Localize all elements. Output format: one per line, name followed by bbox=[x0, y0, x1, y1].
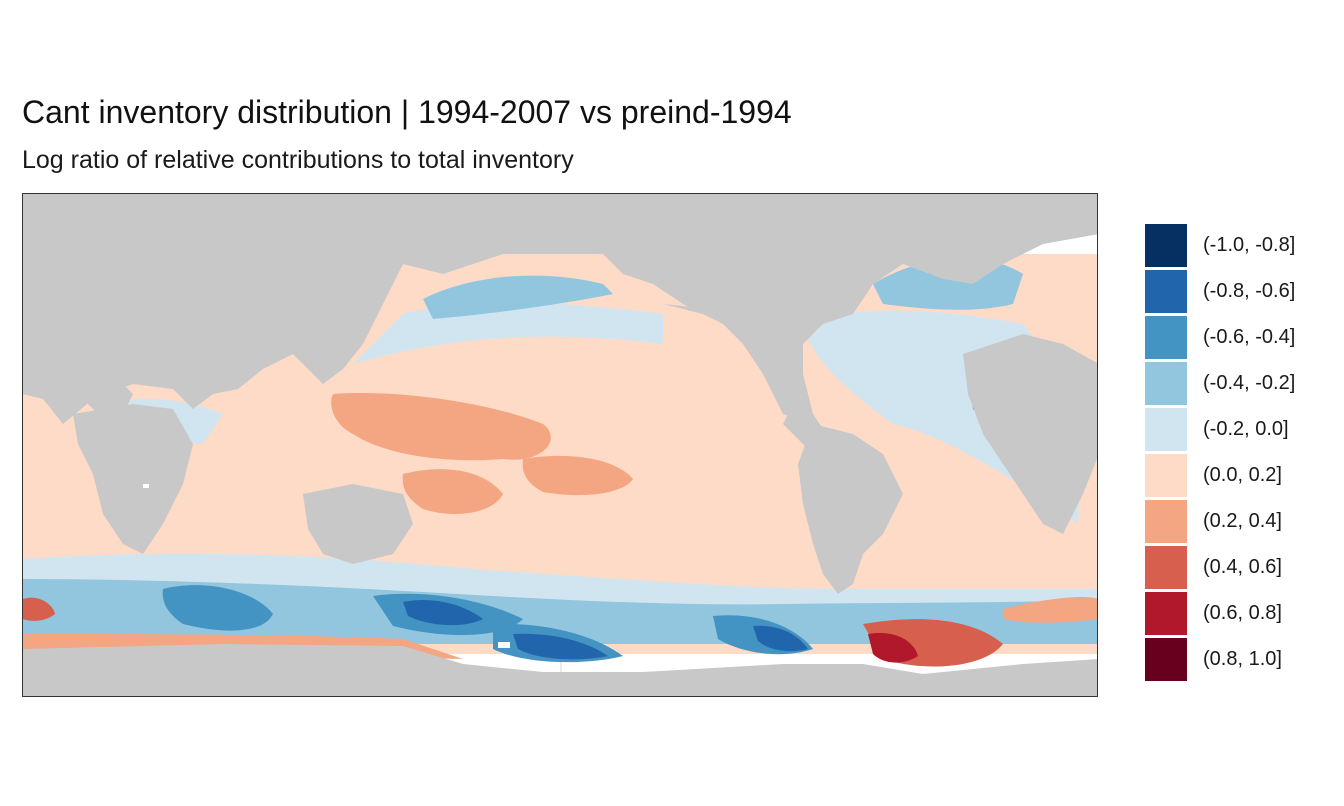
land-north-america-main bbox=[583, 194, 1097, 424]
coast-fleck-2 bbox=[143, 484, 149, 488]
land-africa-main bbox=[963, 334, 1097, 534]
southern-ocean-blue-patch-1 bbox=[162, 585, 273, 631]
legend-label: (-0.8, -0.6] bbox=[1203, 280, 1296, 302]
legend-label: (-0.4, -0.2] bbox=[1203, 372, 1296, 394]
legend-label: (0.4, 0.6] bbox=[1203, 556, 1282, 578]
legend-key-swatch bbox=[1145, 362, 1187, 405]
southwest-red-patch bbox=[23, 597, 55, 621]
south-atlantic-red-band bbox=[1003, 597, 1097, 623]
world-map bbox=[23, 194, 1097, 696]
land-australia bbox=[303, 484, 413, 564]
land-south-america bbox=[798, 424, 903, 594]
north-pacific-salmon-patch bbox=[331, 393, 551, 461]
land-africa bbox=[73, 404, 193, 554]
southern-ocean-medium-blue bbox=[23, 579, 1097, 644]
land-antarctica bbox=[23, 644, 1097, 696]
legend-label: (-0.6, -0.4] bbox=[1203, 326, 1296, 348]
legend-key-swatch bbox=[1145, 224, 1187, 267]
southern-ocean-dark-blue-2 bbox=[513, 633, 608, 660]
legend-key-swatch bbox=[1145, 546, 1187, 589]
legend-key-swatch bbox=[1145, 316, 1187, 359]
southern-ocean-dark-blue-1 bbox=[403, 599, 483, 626]
legend-key-swatch bbox=[1145, 408, 1187, 451]
chart-subtitle: Log ratio of relative contributions to t… bbox=[22, 146, 574, 174]
legend-label: (0.2, 0.4] bbox=[1203, 510, 1282, 532]
legend-key-swatch bbox=[1145, 592, 1187, 635]
legend-key-swatch bbox=[1145, 638, 1187, 681]
legend-label: (0.0, 0.2] bbox=[1203, 464, 1282, 486]
legend-label: (0.8, 1.0] bbox=[1203, 648, 1282, 670]
legend-label: (-1.0, -0.8] bbox=[1203, 234, 1296, 256]
legend-label: (-0.2, 0.0] bbox=[1203, 418, 1289, 440]
equatorial-salmon-patch bbox=[522, 455, 633, 496]
coast-fleck-1 bbox=[498, 642, 510, 648]
southern-ocean-dark-blue-3 bbox=[753, 625, 808, 652]
weddell-dark-red-patch bbox=[868, 633, 918, 663]
north-pacific-blue bbox=[423, 275, 613, 319]
chart-title: Cant inventory distribution | 1994-2007 … bbox=[22, 94, 792, 130]
legend-key-swatch bbox=[1145, 270, 1187, 313]
legend-label: (0.6, 0.8] bbox=[1203, 602, 1282, 624]
land-india bbox=[83, 374, 133, 419]
legend-key-swatch bbox=[1145, 500, 1187, 543]
legend-key-swatch bbox=[1145, 454, 1187, 497]
south-pacific-salmon-patch bbox=[402, 469, 503, 514]
north-pacific-band bbox=[353, 302, 663, 364]
map-panel bbox=[22, 193, 1098, 697]
